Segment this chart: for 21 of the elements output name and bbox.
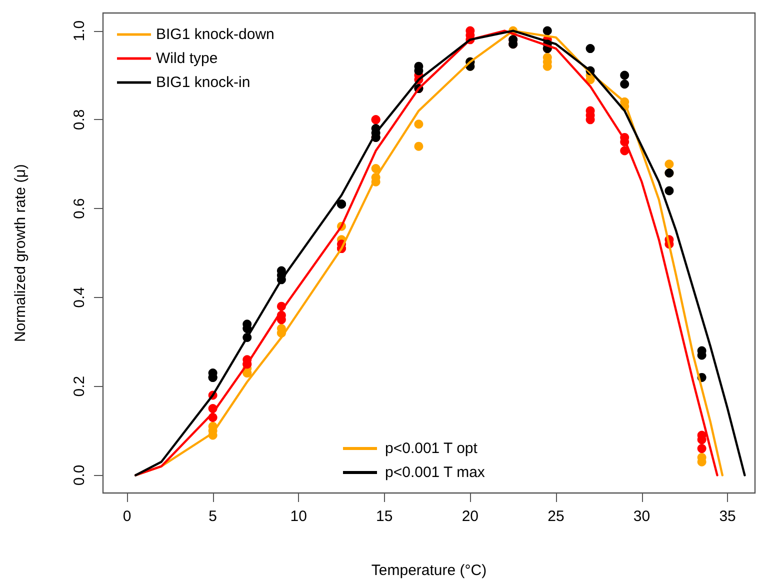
x-tick-label: 25 (548, 508, 564, 525)
y-tick-label: 0.2 (71, 376, 88, 397)
y-tick-label: 0.4 (71, 287, 88, 308)
legend-label: BIG1 knock-in (156, 74, 250, 91)
x-tick-label: 5 (208, 508, 217, 525)
y-tick-label: 0.0 (71, 464, 88, 486)
y-tick-label: 0.8 (71, 109, 88, 130)
x-tick-label: 0 (122, 508, 132, 525)
x-tick-label: 35 (719, 508, 736, 525)
x-tick-label: 30 (633, 508, 650, 525)
legend-label: BIG1 knock-down (156, 26, 274, 43)
y-tick-label: 0.6 (71, 198, 88, 219)
y-tick-label: 1.0 (71, 20, 88, 42)
x-tick-label: 15 (376, 508, 393, 525)
legend-label: Wild type (156, 50, 218, 67)
y-axis-title: Normalized growth rate (μ) (12, 164, 29, 342)
annotation: p<0.001 T max (385, 464, 485, 480)
x-axis-title: Temperature (°C) (371, 562, 487, 579)
x-tick-label: 10 (290, 508, 307, 525)
annotation: p<0.001 T opt (385, 440, 478, 456)
x-tick-label: 20 (462, 508, 479, 525)
